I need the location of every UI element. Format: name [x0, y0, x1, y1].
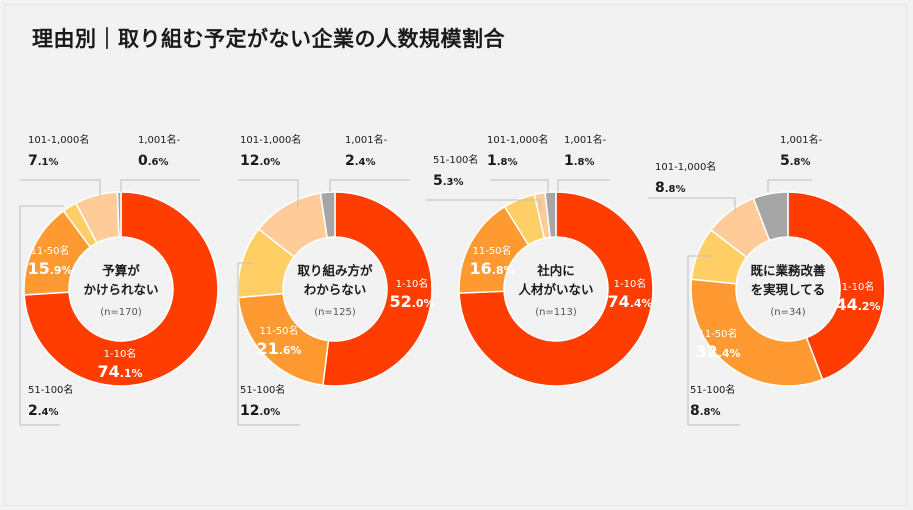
slice-label-11-50: 11-50名 — [472, 244, 511, 257]
slice-value-1-10: 52.0% — [389, 292, 434, 311]
slice-value-1-10: 74.1% — [97, 362, 142, 381]
center-label: かけられない — [83, 282, 158, 297]
slice-label-101-1-000: 101-1,000名 — [28, 133, 89, 146]
leader-line-1-001 — [557, 179, 610, 192]
center-label: 人材がいない — [518, 282, 593, 297]
leader-line-51-100 — [426, 199, 541, 210]
slice-value-51-100: 12.0% — [240, 403, 280, 419]
center-label: 予算が — [102, 263, 140, 278]
slice-1-001 — [544, 191, 557, 239]
center-label: 既に業務改善 — [750, 263, 826, 278]
label-bracket-51-100 — [687, 256, 740, 426]
slice-label-1-10: 1-10名 — [842, 280, 875, 293]
leader-line-1-001 — [120, 179, 200, 192]
slice-label-11-50: 11-50名 — [698, 327, 737, 340]
slice-value-1-001: 0.6% — [138, 153, 169, 169]
label-bracket-51-100 — [19, 206, 60, 426]
slide-frame: 理由別｜取り組む予定がない企業の人数規模割合 — [4, 4, 907, 506]
slice-1-001 — [116, 191, 122, 238]
slice-value-101-1-000: 1.8% — [487, 153, 518, 169]
slice-value-1-001: 1.8% — [564, 153, 595, 169]
slice-value-1-001: 5.8% — [780, 153, 811, 169]
slice-value-51-100: 8.8% — [690, 403, 721, 419]
sample-size-label: (n=170) — [100, 307, 142, 318]
slice-value-11-50: 15.9% — [27, 259, 72, 278]
slice-label-51-100: 51-100名 — [690, 383, 735, 396]
slice-1-10 — [322, 191, 433, 387]
slice-label-11-50: 11-50名 — [259, 324, 298, 337]
center-label: を実現してる — [751, 282, 826, 297]
slice-value-11-50: 21.6% — [256, 339, 301, 358]
sample-size-label: (n=34) — [770, 307, 805, 318]
leader-line-101-1-000 — [238, 179, 299, 207]
slice-label-51-100: 51-100名 — [433, 153, 478, 166]
center-label: 社内に — [536, 263, 575, 278]
slice-value-11-50: 16.8% — [469, 259, 514, 278]
slice-label-1-001: 1,001名- — [780, 133, 823, 146]
slice-label-1-10: 1-10名 — [396, 277, 429, 290]
slice-1-10 — [458, 191, 654, 387]
slice-label-101-1-000: 101-1,000名 — [240, 133, 301, 146]
slice-1-10 — [23, 191, 219, 387]
slice-label-1-10: 1-10名 — [104, 347, 137, 360]
slice-label-51-100: 51-100名 — [28, 383, 73, 396]
leader-line-101-1-000 — [20, 179, 101, 196]
slice-value-1-10: 74.4% — [607, 292, 652, 311]
slice-label-1-001: 1,001名- — [345, 133, 388, 146]
leader-line-101-1-000 — [490, 179, 549, 194]
sample-size-label: (n=113) — [535, 307, 577, 318]
slice-11-50 — [237, 292, 330, 387]
slice-label-51-100: 51-100名 — [240, 383, 285, 396]
slice-label-1-10: 1-10名 — [614, 277, 647, 290]
slice-1-10 — [787, 191, 886, 381]
slice-value-1-10: 44.2% — [835, 295, 880, 314]
slice-label-1-001: 1,001名- — [138, 133, 181, 146]
sample-size-label: (n=125) — [314, 307, 356, 318]
slice-label-101-1-000: 101-1,000名 — [655, 160, 716, 173]
page-title: 理由別｜取り組む予定がない企業の人数規模割合 — [32, 27, 505, 51]
slice-1-001 — [319, 191, 336, 239]
slice-value-101-1-000: 7.1% — [28, 153, 59, 169]
leader-line-101-1-000 — [648, 197, 736, 213]
center-label: 取り組み方が — [297, 263, 373, 278]
slice-label-101-1-000: 101-1,000名 — [487, 133, 548, 146]
slice-value-51-100: 5.3% — [433, 173, 464, 189]
slice-value-1-001: 2.4% — [345, 153, 376, 169]
leader-line-1-001 — [329, 179, 410, 192]
slice-label-11-50: 11-50名 — [30, 244, 69, 257]
slice-value-101-1-000: 8.8% — [655, 180, 686, 196]
slice-value-101-1-000: 12.0% — [240, 153, 280, 169]
slice-1-001 — [752, 191, 789, 242]
slice-label-1-001: 1,001名- — [564, 133, 607, 146]
slice-11-50 — [690, 278, 824, 387]
center-label: わからない — [304, 282, 367, 297]
slice-value-11-50: 32.4% — [695, 342, 740, 361]
slice-value-51-100: 2.4% — [28, 403, 59, 419]
leader-line-1-001 — [767, 179, 812, 192]
label-bracket-51-100 — [237, 263, 300, 426]
